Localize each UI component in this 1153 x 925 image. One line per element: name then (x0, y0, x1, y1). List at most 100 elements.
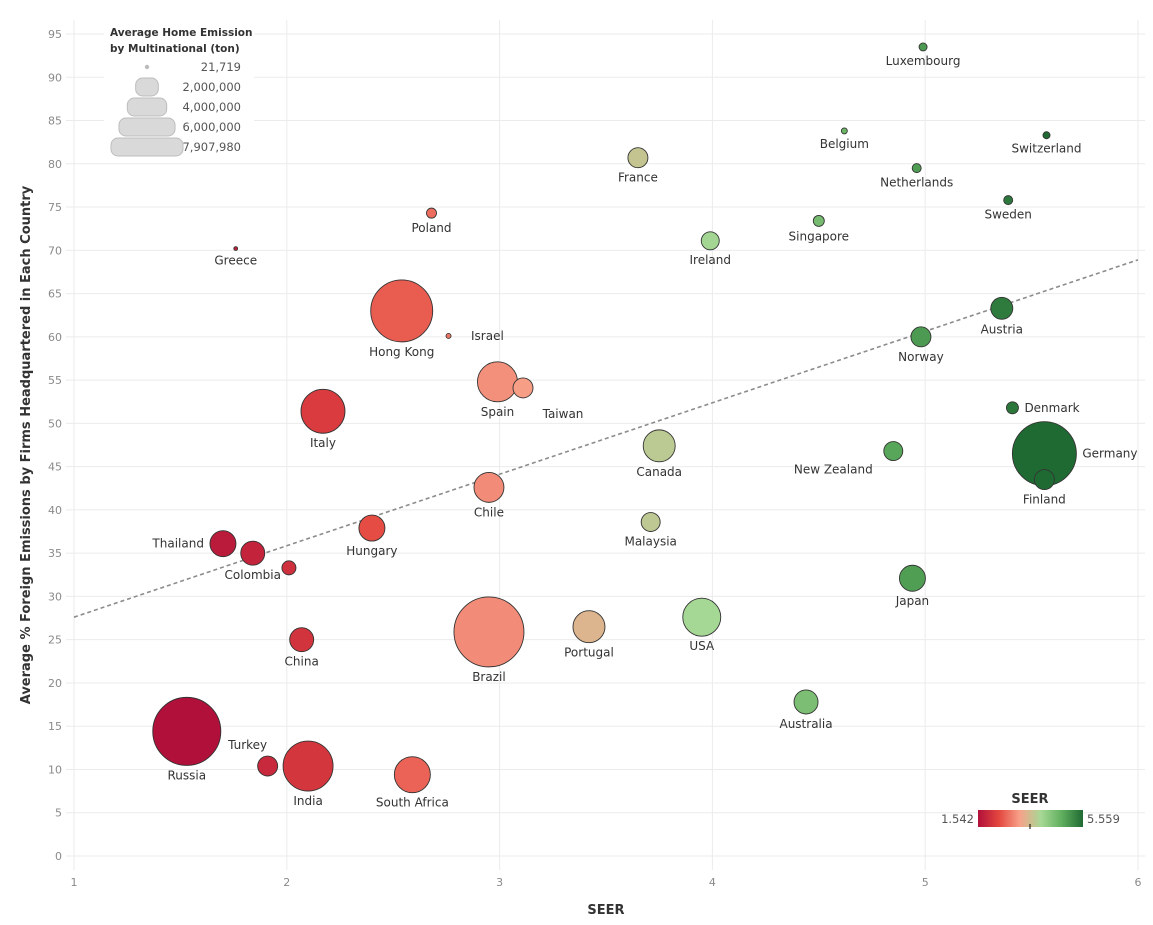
bubble-luxembourg (918, 42, 928, 52)
bubble-malaysia (640, 512, 661, 532)
y-tick-label: 80 (48, 158, 62, 171)
point-label: Denmark (1024, 401, 1079, 415)
bubble-spain (477, 361, 518, 403)
y-axis-ticks: 0 5 10 15 20 25 30 35 40 45 50 55 60 65 70 75 80 85 90 95 (48, 28, 62, 863)
bubble-thailand (209, 530, 237, 558)
y-tick-label: 40 (48, 504, 62, 517)
y-tick-label: 55 (48, 374, 62, 387)
point-label: Luxembourg (886, 54, 961, 68)
bubble-portugal (572, 610, 606, 644)
point-label: Norway (898, 350, 944, 364)
point-label: Portugal (564, 646, 614, 660)
size-legend-title-1: Average Home Emission (110, 27, 253, 39)
point-label: Colombia (225, 568, 281, 582)
point-label: France (618, 171, 658, 185)
point-label: Singapore (789, 229, 850, 243)
bubble-ireland (700, 231, 720, 251)
bubble-france (627, 147, 649, 169)
y-tick-label: 95 (48, 28, 62, 41)
point-label: Poland (411, 221, 451, 235)
y-tick-label: 50 (48, 417, 62, 430)
y-tick-label: 65 (48, 288, 62, 301)
point-label: Hungary (346, 544, 397, 558)
x-tick-label: 2 (283, 876, 290, 889)
y-tick-label: 5 (55, 807, 62, 820)
bubble-unlabeled (281, 560, 297, 576)
point-label: Sweden (984, 208, 1031, 222)
bubble-norway (910, 326, 932, 348)
point-label: Finland (1023, 493, 1066, 507)
point-label: Germany (1082, 447, 1137, 461)
color-legend: SEER 1.542 5.559 (941, 792, 1120, 829)
grid (66, 20, 1145, 870)
y-tick-label: 75 (48, 201, 62, 214)
size-legend-mark (118, 117, 176, 137)
point-label: Israel (471, 329, 504, 343)
bubble-austria (990, 296, 1014, 320)
bubble-turkey (257, 755, 279, 777)
bubble-australia (793, 689, 819, 715)
point-label: Russia (167, 768, 206, 782)
y-tick-label: 85 (48, 115, 62, 128)
bubble-new-zealand (883, 441, 904, 462)
point-label: Hong Kong (369, 345, 434, 359)
point-label: Chile (474, 505, 504, 519)
point-label: Greece (214, 253, 257, 267)
bubble-greece (233, 246, 239, 251)
point-label: New Zealand (794, 463, 873, 477)
bubble-israel (445, 333, 452, 339)
x-tick-label: 3 (496, 876, 503, 889)
bubble-chile (473, 471, 505, 503)
x-axis-ticks: 1 2 3 4 5 6 (71, 876, 1142, 889)
bubble-canada (642, 429, 676, 463)
bubble-usa (682, 597, 722, 637)
y-tick-label: 30 (48, 590, 62, 603)
size-legend-mark (126, 97, 168, 117)
bubble-denmark (1005, 401, 1019, 415)
bubble-south-africa (393, 756, 431, 794)
size-legend-mark (110, 137, 184, 157)
bubble-india (282, 740, 334, 792)
bubble-china (289, 627, 315, 653)
bubble-finland (1033, 469, 1055, 491)
bubble-sweden (1003, 195, 1014, 206)
y-tick-label: 25 (48, 634, 62, 647)
x-tick-label: 4 (709, 876, 716, 889)
x-tick-label: 5 (922, 876, 929, 889)
point-label: Netherlands (880, 176, 953, 190)
point-label: Belgium (820, 137, 869, 151)
point-label: India (293, 794, 322, 808)
bubble-japan (898, 564, 926, 592)
bubble-colombia (240, 540, 266, 566)
size-legend-mark (144, 64, 150, 70)
bubble-brazil (453, 596, 525, 668)
point-label: Canada (636, 465, 682, 479)
point-label: China (285, 655, 319, 669)
size-legend-mark (135, 77, 159, 97)
color-legend-max: 5.559 (1087, 812, 1120, 826)
bubble-belgium (840, 127, 848, 135)
point-label: Malaysia (624, 535, 676, 549)
size-legend-label: 7,907,980 (182, 140, 241, 154)
color-gradient-bar (978, 810, 1083, 827)
point-label: Italy (310, 436, 336, 450)
bubble-russia (152, 696, 222, 766)
y-tick-label: 90 (48, 71, 62, 84)
y-tick-label: 70 (48, 244, 62, 257)
bubble-singapore (812, 214, 825, 227)
bubble-taiwan (512, 377, 534, 399)
y-tick-label: 45 (48, 461, 62, 474)
point-label: Austria (981, 322, 1023, 336)
y-tick-label: 0 (55, 850, 62, 863)
point-label: Taiwan (542, 407, 584, 421)
point-label: USA (689, 639, 715, 653)
y-tick-label: 10 (48, 763, 62, 776)
size-legend-label: 2,000,000 (182, 80, 241, 94)
size-legend: Average Home Emission by Multinational (… (104, 22, 254, 160)
point-label: South Africa (376, 796, 449, 810)
point-label: Ireland (690, 253, 732, 267)
x-axis-title: SEER (587, 903, 624, 918)
point-label: Australia (779, 717, 832, 731)
point-label: Thailand (151, 537, 204, 551)
